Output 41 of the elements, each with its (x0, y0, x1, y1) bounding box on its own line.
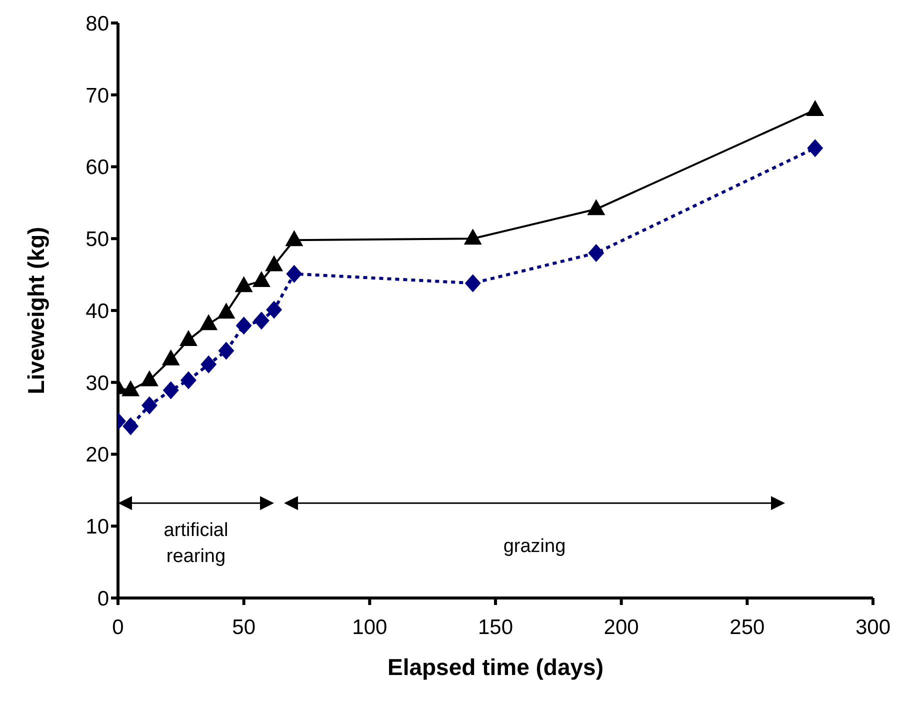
point (464, 228, 482, 245)
point (234, 276, 253, 292)
x-tick-label: 250 (730, 616, 765, 639)
x-tick-label: 200 (604, 616, 639, 639)
point (464, 274, 481, 292)
point (252, 271, 270, 288)
x-axis-title: Elapsed time (days) (387, 654, 604, 680)
annotation: artificial rearing (164, 520, 228, 567)
y-tick-label: 10 (86, 516, 109, 539)
point (200, 355, 217, 374)
point (218, 342, 234, 360)
x-tick-label: 300 (855, 616, 891, 639)
y-tick-label: 80 (86, 12, 109, 36)
point (217, 302, 236, 319)
y-tick-label: 0 (97, 587, 109, 610)
point (141, 396, 158, 414)
point (200, 314, 218, 330)
x-tick-label: 0 (112, 616, 124, 639)
x-tick-label: 100 (352, 616, 388, 639)
y-tick-label: 50 (86, 228, 109, 252)
point (122, 417, 139, 436)
point (806, 100, 824, 116)
y-tick-label: 70 (86, 84, 109, 108)
x-tick-label: 50 (232, 616, 256, 639)
point (286, 264, 302, 283)
point (265, 255, 284, 272)
point (180, 371, 196, 390)
point (266, 300, 282, 319)
y-tick-label: 20 (86, 444, 109, 467)
point (588, 244, 604, 262)
x-tick-label: 150 (478, 616, 514, 639)
point (236, 316, 252, 335)
y-axis-title: Liveweight (kg) (23, 226, 50, 394)
point (162, 381, 179, 400)
point (587, 199, 606, 216)
y-tick-label: 40 (86, 300, 109, 323)
point (285, 230, 304, 246)
annotation: grazing (503, 536, 566, 557)
y-tick-label: 30 (86, 372, 109, 395)
y-tick-label: 60 (86, 156, 109, 180)
point (253, 312, 270, 330)
